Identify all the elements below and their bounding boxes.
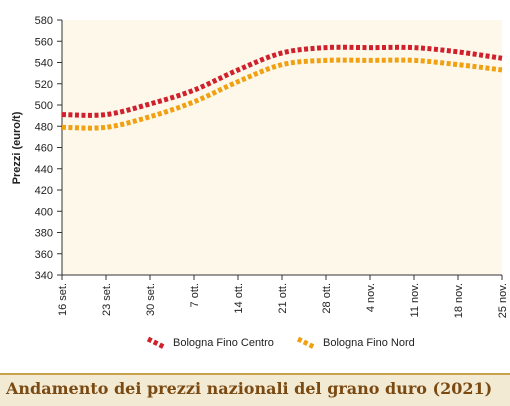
series-lines [61, 44, 503, 131]
y-tick-label: 360 [35, 249, 53, 261]
x-tick-label: 16 set. [57, 283, 69, 316]
y-tick-label: 400 [35, 206, 53, 218]
y-tick-label: 480 [35, 121, 53, 133]
x-tick-label: 18 nov. [453, 283, 465, 318]
x-tick-label: 11 nov. [409, 283, 421, 317]
x-tick-label: 14 ott. [233, 283, 245, 314]
x-tick-label: 7 ott. [189, 283, 201, 307]
x-axis: 16 set. 23 set. 30 set. 7 ott. 14 ott. 21 ott… [57, 274, 509, 318]
legend-swatch-1 [146, 336, 166, 350]
legend-label-1: Bologna Fino Centro [173, 337, 274, 349]
y-tick-label: 380 [35, 228, 53, 240]
y-tick-label: 460 [35, 143, 53, 155]
y-tick-label: 440 [35, 164, 53, 176]
chart: Prezzi (euro/t) 340 360 380 400 420 440 460 480… [11, 15, 509, 350]
x-tick-label: 30 set. [145, 283, 157, 316]
legend-label-2: Bologna Fino Nord [323, 337, 415, 349]
series-line-1 [61, 44, 503, 118]
y-tick-label: 340 [35, 270, 53, 282]
y-axis-label: Prezzi (euro/t) [11, 111, 23, 184]
x-tick-label: 4 nov. [365, 283, 377, 312]
x-tick-label: 23 set. [101, 283, 113, 316]
x-tick-label: 21 ott. [277, 283, 289, 314]
series-line-2 [61, 57, 503, 131]
chart-caption: Andamento dei prezzi nazionali del grano… [6, 379, 493, 398]
legend: Bologna Fino Centro Bologna Fino Nord [146, 336, 415, 350]
y-axis: 340 360 380 400 420 440 460 480 500 520 540 560 580 [35, 15, 63, 282]
y-tick-label: 580 [35, 15, 53, 27]
caption-bar: Andamento dei prezzi nazionali del grano… [0, 373, 510, 406]
y-tick-label: 420 [35, 185, 53, 197]
plot-area [62, 20, 502, 275]
y-tick-label: 520 [35, 79, 53, 91]
y-tick-label: 560 [35, 36, 53, 48]
y-tick-label: 540 [35, 58, 53, 70]
legend-swatch-2 [296, 336, 316, 350]
x-tick-label: 28 ott. [321, 283, 333, 314]
y-tick-label: 500 [35, 100, 53, 112]
x-tick-label: 25 nov. [497, 283, 509, 318]
